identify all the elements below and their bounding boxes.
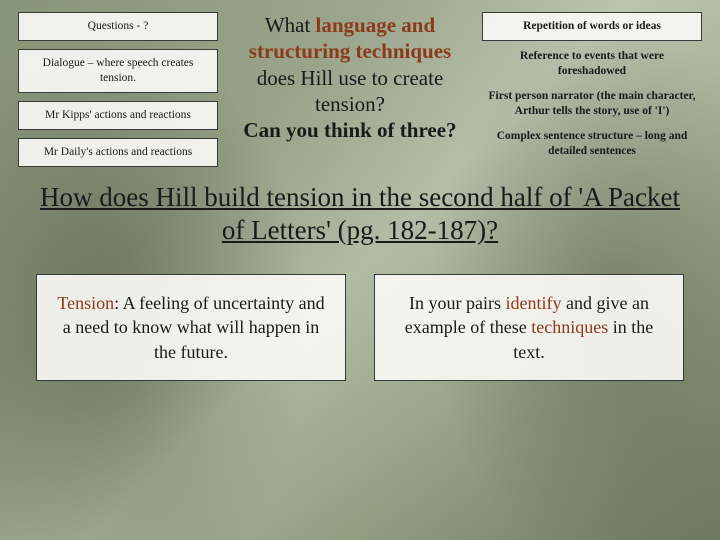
cq-line2: Can you think of three? [243,118,456,142]
task-d: techniques [531,317,608,337]
left-box-kipps: Mr Kipps' actions and reactions [18,101,218,130]
right-box-repetition: Repetition of words or ideas [482,12,702,41]
def-term: Tension [57,293,114,313]
left-box-questions: Questions - ? [18,12,218,41]
task-b: identify [506,293,562,313]
task-box: In your pairs identify and give an examp… [374,274,684,381]
bottom-row: Tension: A feeling of uncertainty and a … [18,274,702,381]
right-item-complex: Complex sentence structure – long and de… [482,127,702,161]
right-item-foreshadow: Reference to events that were foreshadow… [482,47,702,81]
slide: Questions - ? Dialogue – where speech cr… [0,0,720,540]
right-column: Repetition of words or ideas Reference t… [482,12,702,161]
center-column: What language and structuring techniques… [230,12,470,143]
left-column: Questions - ? Dialogue – where speech cr… [18,12,218,167]
left-box-dialogue: Dialogue – where speech creates tension. [18,49,218,93]
central-question: What language and structuring techniques… [234,12,466,143]
definition-box: Tension: A feeling of uncertainty and a … [36,274,346,381]
task-a: In your pairs [409,293,505,313]
cq-part1: What [265,13,316,37]
main-title: How does Hill build tension in the secon… [18,181,702,249]
top-row: Questions - ? Dialogue – where speech cr… [18,12,702,167]
left-box-daily: Mr Daily's actions and reactions [18,138,218,167]
right-item-firstperson: First person narrator (the main characte… [482,87,702,121]
cq-part2: does Hill use to create tension? [257,66,444,116]
